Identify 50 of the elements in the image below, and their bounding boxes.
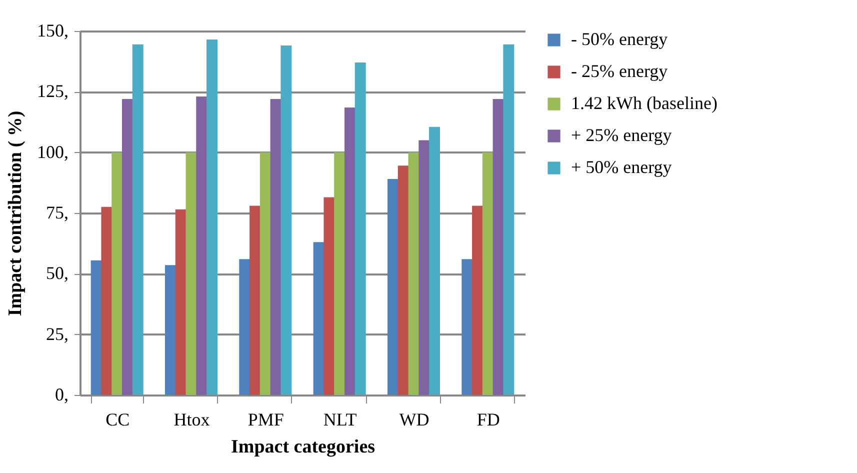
- legend-label: + 50% energy: [571, 157, 672, 177]
- x-tick-label: FD: [476, 410, 500, 430]
- x-tick-label: Htox: [174, 410, 210, 430]
- bar: [408, 152, 420, 395]
- bar: [492, 98, 504, 395]
- bar: [132, 44, 144, 395]
- bar: [260, 152, 271, 395]
- bar: [206, 39, 218, 395]
- bar: [334, 152, 346, 395]
- y-axis-title: Impact contribution ( %): [5, 110, 26, 316]
- bar: [239, 259, 250, 395]
- x-axis-title: Impact categories: [230, 436, 376, 458]
- bar: [482, 152, 494, 395]
- bar: [196, 96, 208, 395]
- y-tick-label: 25,: [46, 324, 68, 344]
- bar: [324, 197, 335, 395]
- bar: [354, 62, 366, 395]
- bar: [101, 206, 112, 395]
- bar: [90, 260, 102, 395]
- legend-label: - 50% energy: [571, 29, 668, 49]
- bar: [503, 44, 514, 395]
- bar: [472, 206, 484, 395]
- bar: [280, 46, 292, 395]
- bar: [418, 140, 430, 395]
- bar: [462, 259, 473, 395]
- x-tick-label: PMF: [248, 410, 284, 430]
- x-tick-label: WD: [399, 410, 430, 430]
- y-tick-label: 150,: [37, 20, 68, 40]
- x-tick-label: NLT: [323, 410, 357, 430]
- y-tick-label: 50,: [46, 263, 68, 284]
- bar: [250, 206, 261, 395]
- legend-label: 1.42 kWh (baseline): [571, 93, 718, 113]
- bar: [186, 152, 197, 395]
- bar: [313, 242, 324, 395]
- bar: [175, 209, 186, 395]
- bar: [164, 265, 176, 395]
- x-tick-label: CC: [106, 410, 130, 430]
- legend-label: - 25% energy: [571, 61, 668, 81]
- bar: [122, 98, 133, 395]
- bar: [398, 166, 409, 395]
- bar: [344, 107, 356, 395]
- y-tick-label: 75,: [46, 202, 68, 222]
- bar: [429, 126, 440, 395]
- y-tick-label: 100,: [37, 142, 68, 162]
- y-tick-label: 0,: [55, 384, 68, 404]
- bar: [270, 98, 282, 395]
- legend-label: + 25% energy: [571, 125, 672, 145]
- y-tick-label: 125,: [37, 81, 68, 102]
- bar: [387, 179, 398, 395]
- bar: [112, 152, 123, 395]
